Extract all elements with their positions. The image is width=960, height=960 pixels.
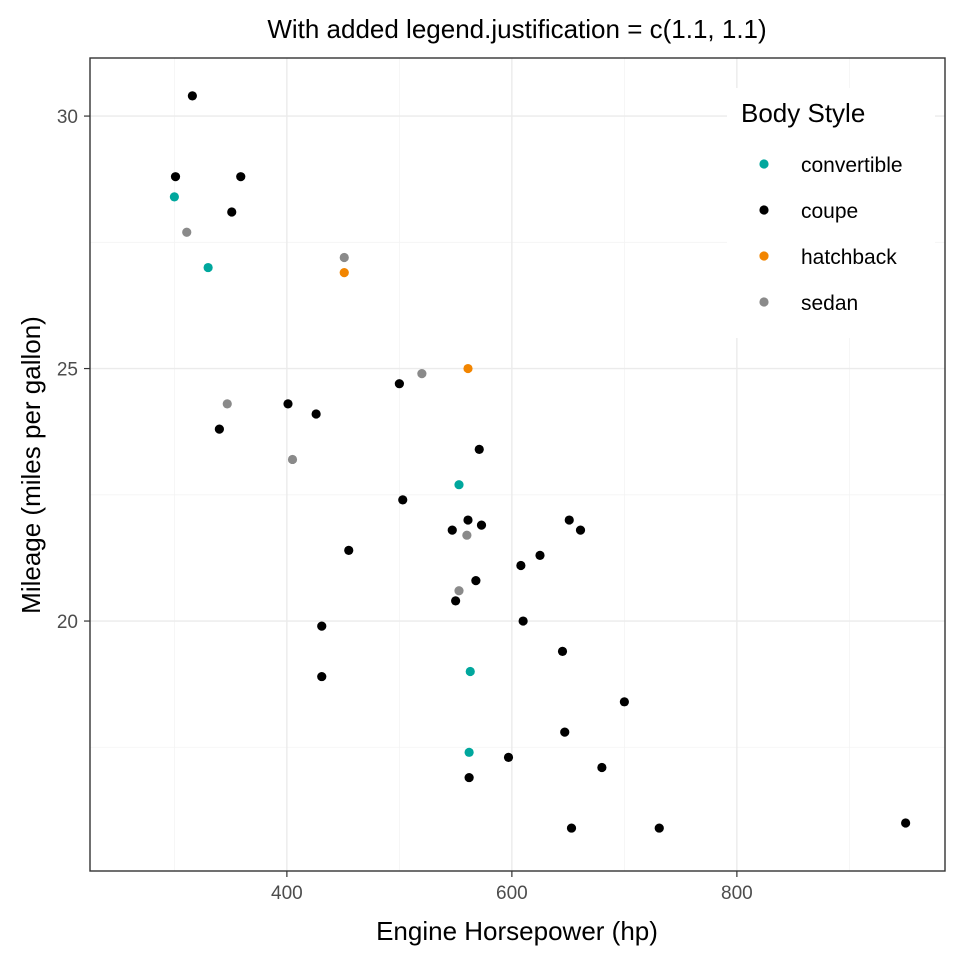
data-point-coupe <box>214 424 224 434</box>
data-point-coupe <box>311 409 321 419</box>
data-point-convertible <box>464 747 474 757</box>
legend-key-hatchback <box>759 251 769 261</box>
legend-label-hatchback: hatchback <box>801 246 897 269</box>
y-axis-title: Mileage (miles per gallon) <box>16 316 46 614</box>
data-points <box>169 91 911 833</box>
legend-label-sedan: sedan <box>801 292 858 315</box>
data-point-coupe <box>619 697 629 707</box>
data-point-coupe <box>516 560 526 571</box>
data-point-coupe <box>464 772 474 783</box>
data-point-sedan <box>287 454 298 465</box>
legend-key-sedan <box>759 297 769 307</box>
x-tick-label: 400 <box>271 883 303 904</box>
data-point-coupe <box>187 91 197 101</box>
legend-label-convertible: convertible <box>801 154 903 177</box>
data-point-coupe <box>901 818 911 828</box>
data-point-coupe <box>447 525 457 535</box>
data-point-sedan <box>417 369 427 379</box>
data-point-coupe <box>463 515 473 525</box>
data-point-coupe <box>227 207 237 217</box>
y-tick-label: 20 <box>57 612 78 633</box>
data-point-coupe <box>170 172 181 182</box>
x-tick-label: 600 <box>496 883 528 904</box>
legend-label-coupe: coupe <box>801 200 858 223</box>
data-point-coupe <box>344 545 354 555</box>
x-axis-title: Engine Horsepower (hp) <box>376 916 658 946</box>
data-point-convertible <box>454 480 464 490</box>
data-point-coupe <box>566 823 577 833</box>
data-point-sedan <box>462 530 472 540</box>
data-point-coupe <box>654 823 664 833</box>
chart-title: With added legend.justification = c(1.1,… <box>267 14 766 44</box>
data-point-convertible <box>169 192 179 202</box>
data-point-convertible <box>465 666 475 677</box>
data-point-coupe <box>518 616 528 626</box>
data-point-sedan <box>454 586 464 596</box>
legend: Body Style convertible coupe hatchback seda… <box>727 88 935 338</box>
legend-title: Body Style <box>741 98 865 128</box>
data-point-coupe <box>317 671 327 682</box>
data-point-coupe <box>503 752 514 762</box>
data-point-convertible <box>203 262 213 273</box>
y-tick-label: 30 <box>57 107 78 128</box>
legend-key-convertible <box>759 159 769 169</box>
data-point-coupe <box>476 520 487 530</box>
data-point-coupe <box>564 515 574 525</box>
legend-key-coupe <box>759 205 769 215</box>
data-point-coupe <box>597 762 607 773</box>
data-point-coupe <box>394 379 404 389</box>
data-point-coupe <box>560 727 570 737</box>
data-point-sedan <box>182 227 192 237</box>
data-point-sedan <box>222 399 232 409</box>
data-point-coupe <box>451 596 461 606</box>
data-point-coupe <box>283 399 293 409</box>
data-point-coupe <box>317 621 327 631</box>
data-point-coupe <box>471 576 481 586</box>
data-point-coupe <box>398 495 408 505</box>
panel-border <box>89 57 946 872</box>
data-point-coupe <box>575 525 586 535</box>
data-point-coupe <box>557 646 568 656</box>
data-point-hatchback <box>463 363 473 374</box>
y-tick-label: 25 <box>57 360 78 381</box>
data-point-coupe <box>474 444 484 454</box>
legend-items: convertible coupe hatchback sedan <box>759 154 903 315</box>
axes: 400 600 800 20 25 30 <box>57 107 753 904</box>
data-point-coupe <box>236 172 246 182</box>
data-point-sedan <box>339 252 349 263</box>
grid-lines <box>90 58 945 871</box>
data-point-hatchback <box>339 268 349 278</box>
data-point-coupe <box>535 550 545 560</box>
x-tick-label: 800 <box>721 883 753 904</box>
